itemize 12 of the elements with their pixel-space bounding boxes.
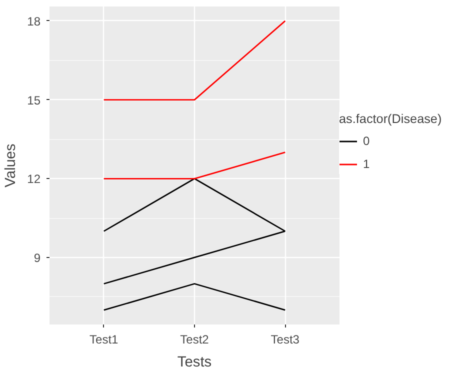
x-axis-title: Tests	[177, 354, 212, 370]
x-tick-label: Test2	[180, 332, 210, 346]
y-axis-title: Values	[3, 144, 20, 188]
y-tick-label: 15	[27, 93, 41, 108]
legend-label: 0	[363, 134, 371, 148]
legend-title: as.factor(Disease)	[339, 112, 442, 126]
legend-label: 1	[363, 157, 371, 171]
x-tick-label: Test3	[270, 332, 300, 346]
y-tick-label: 9	[34, 250, 41, 265]
y-tick-label: 18	[27, 14, 41, 28]
x-tick-label: Test1	[90, 332, 119, 346]
y-tick-label: 12	[27, 172, 41, 186]
